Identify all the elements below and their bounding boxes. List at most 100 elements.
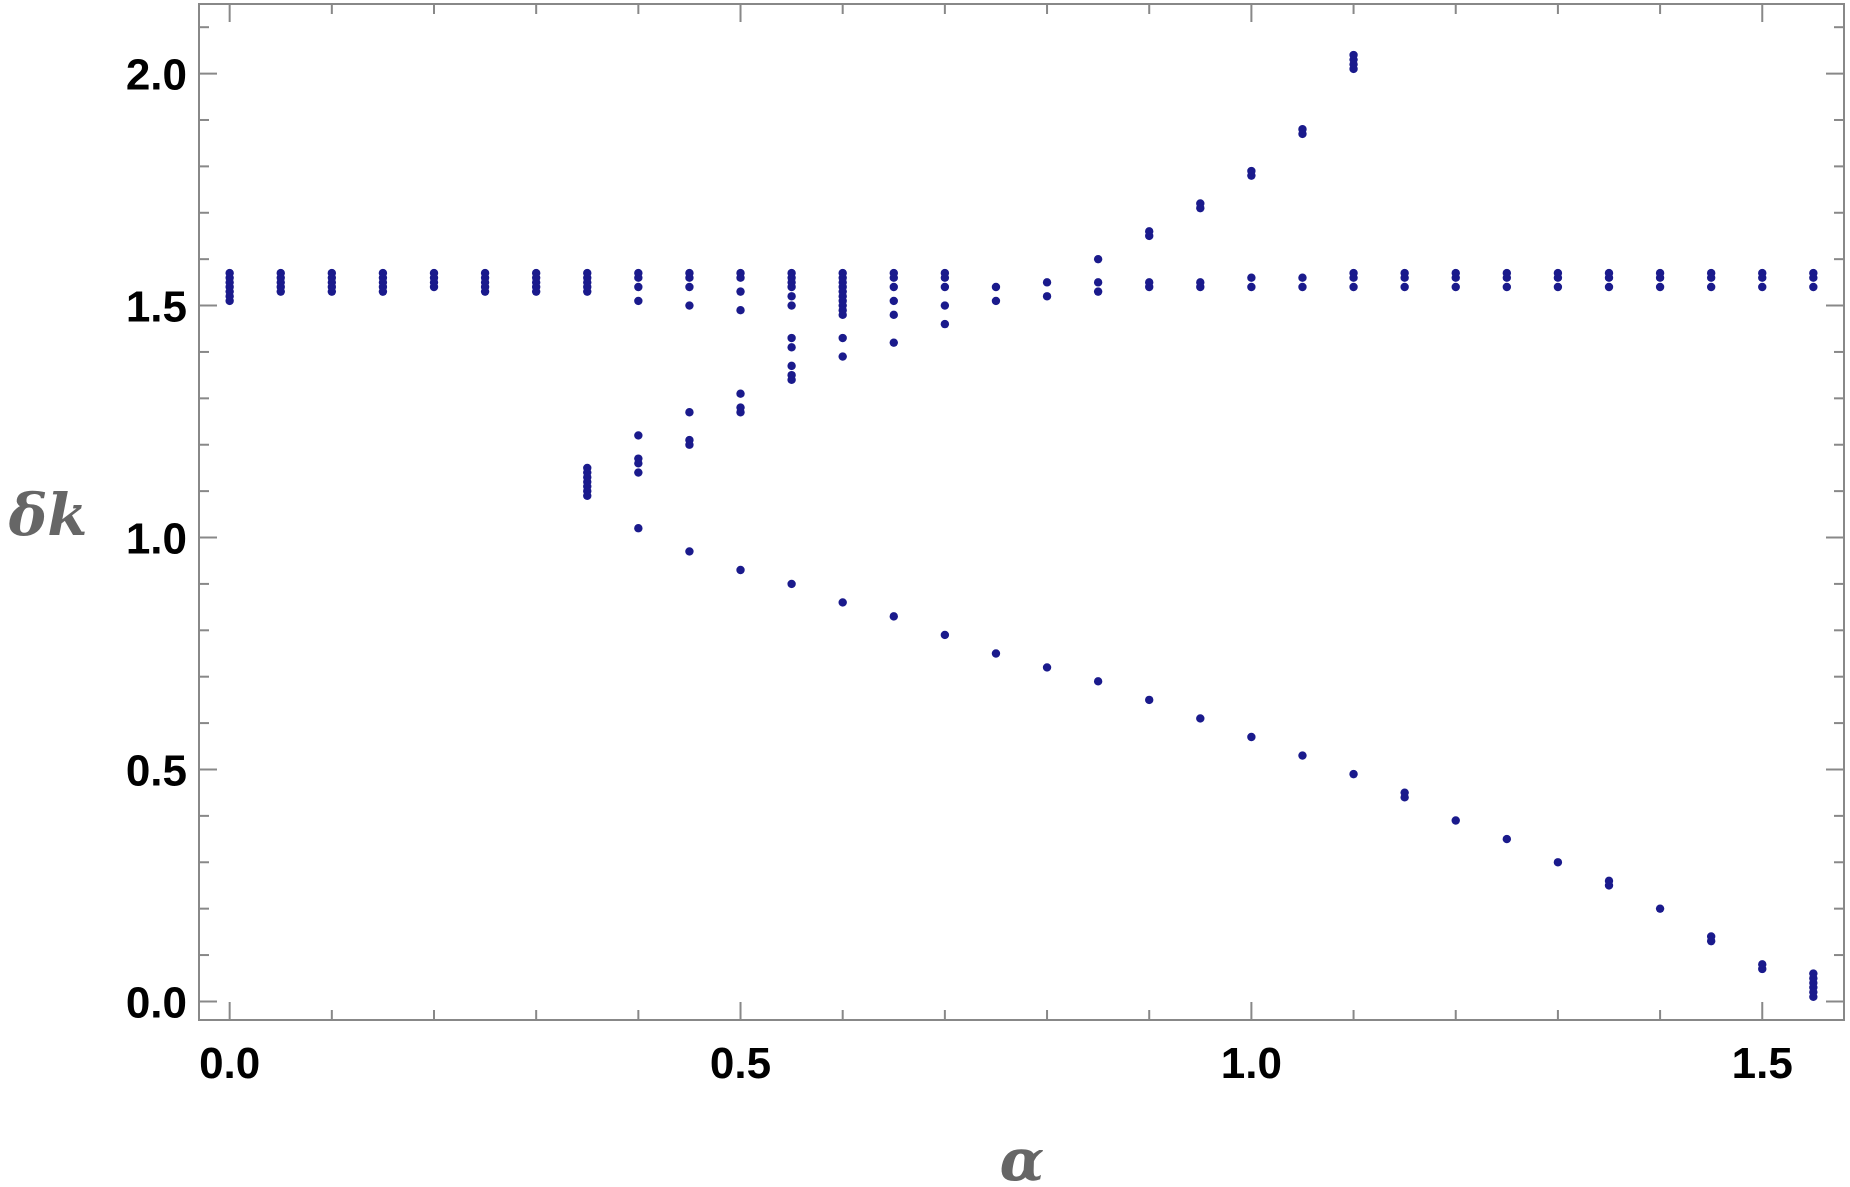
y-tick-label: 0.0 — [126, 978, 187, 1027]
data-point — [1451, 816, 1460, 825]
data-point — [1758, 282, 1767, 292]
data-point — [1093, 254, 1103, 264]
data-point — [1093, 287, 1103, 296]
data-point — [940, 630, 950, 640]
data-point — [838, 598, 847, 607]
data-point — [685, 282, 694, 292]
data-point — [1451, 282, 1460, 292]
y-axis-title: δk — [8, 481, 88, 549]
data-point — [1093, 677, 1103, 686]
data-point — [1247, 732, 1256, 742]
data-point — [1604, 273, 1614, 282]
x-tick-label: 1.0 — [1221, 1039, 1282, 1088]
x-tick-label: 1.5 — [1732, 1039, 1793, 1088]
data-point — [1196, 714, 1205, 723]
data-point — [1706, 273, 1716, 282]
data-point — [1093, 278, 1103, 287]
data-point — [1502, 273, 1512, 282]
data-point — [1247, 273, 1256, 282]
data-point — [1809, 282, 1818, 292]
data-point — [1604, 282, 1614, 292]
data-point — [1247, 282, 1256, 292]
data-point — [1451, 273, 1460, 282]
data-point — [1655, 282, 1665, 292]
x-tick-labels: 0.0 0.5 1.0 1.5 — [199, 1039, 1793, 1088]
data-point — [1604, 881, 1614, 890]
tick-marks — [199, 4, 1844, 1020]
data-point — [940, 301, 950, 310]
data-point — [429, 282, 439, 292]
data-point — [1400, 282, 1409, 292]
data-point — [1298, 129, 1307, 139]
data-point — [889, 310, 898, 320]
data-point — [1553, 858, 1563, 867]
data-point — [991, 296, 1001, 306]
data-point — [1145, 282, 1154, 292]
data-point — [225, 296, 234, 306]
data-point — [787, 343, 796, 352]
data-point — [634, 468, 643, 477]
data-point — [889, 296, 898, 306]
data-point — [1145, 695, 1154, 705]
data-point — [940, 273, 950, 282]
data-point — [634, 273, 643, 282]
data-point — [889, 338, 898, 347]
data-point — [1502, 282, 1512, 292]
y-tick-label: 1.5 — [126, 283, 187, 332]
data-point — [838, 352, 847, 361]
data-point — [889, 282, 898, 292]
plot-frame — [198, 3, 1845, 1021]
x-tick-label: 0.0 — [199, 1039, 260, 1088]
data-point — [787, 333, 796, 343]
data-point — [1042, 292, 1052, 301]
y-tick-label: 0.5 — [126, 746, 187, 795]
data-point — [1196, 282, 1205, 292]
data-point — [787, 361, 796, 371]
data-point — [1298, 282, 1307, 292]
data-point — [634, 296, 643, 306]
data-point — [787, 579, 796, 589]
data-point — [531, 287, 541, 296]
data-point — [1349, 282, 1358, 292]
data-point — [1247, 171, 1256, 180]
data-point — [634, 431, 643, 440]
data-point — [378, 287, 388, 296]
data-point — [838, 310, 847, 320]
x-axis-title: α — [1000, 1126, 1045, 1187]
data-point — [787, 301, 796, 310]
data-point — [1349, 64, 1358, 74]
data-point — [1042, 663, 1052, 672]
data-point — [787, 375, 796, 384]
data-point — [1706, 936, 1716, 946]
data-point — [1298, 751, 1307, 760]
data-point — [991, 282, 1001, 292]
data-point — [1042, 278, 1052, 287]
data-point — [1196, 203, 1205, 213]
data-point — [685, 273, 694, 282]
data-point — [1553, 282, 1563, 292]
data-point — [685, 547, 694, 556]
data-point — [634, 282, 643, 292]
data-point — [1400, 793, 1409, 802]
data-point — [1349, 769, 1358, 779]
data-point — [1809, 273, 1818, 282]
data-point — [1502, 834, 1512, 844]
data-point — [583, 491, 592, 500]
data-point — [889, 273, 898, 282]
data-point — [1706, 282, 1716, 292]
data-point — [940, 319, 950, 329]
data-point — [736, 305, 745, 315]
data-point — [736, 408, 745, 417]
data-point — [736, 389, 745, 398]
data-point — [1145, 231, 1154, 241]
data-point — [1349, 273, 1358, 282]
data-point — [736, 273, 745, 282]
data-point — [1758, 273, 1767, 282]
x-tick-label: 0.5 — [710, 1039, 771, 1088]
data-point — [736, 287, 745, 296]
data-point — [940, 282, 950, 292]
data-point — [634, 524, 643, 533]
data-point — [685, 440, 694, 449]
